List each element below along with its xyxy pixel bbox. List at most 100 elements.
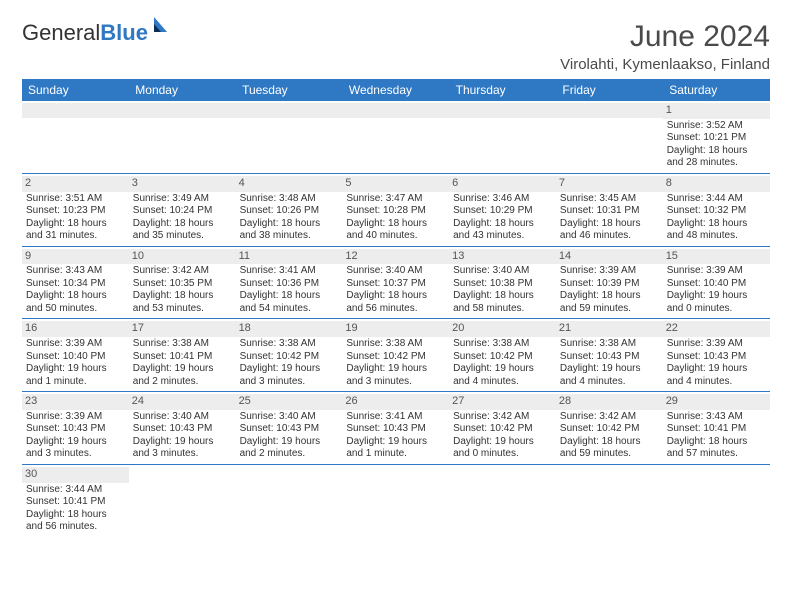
day-info-line: Sunset: 10:42 PM	[453, 351, 552, 364]
calendar-cell: 15Sunrise: 3:39 AMSunset: 10:40 PMDaylig…	[663, 246, 770, 319]
day-number: 4	[236, 176, 343, 192]
day-info-line: Sunrise: 3:52 AM	[667, 120, 766, 133]
day-info-line: Daylight: 18 hours	[453, 218, 552, 231]
day-info-line: Sunset: 10:40 PM	[26, 351, 125, 364]
calendar-row: 2Sunrise: 3:51 AMSunset: 10:23 PMDayligh…	[22, 173, 770, 246]
day-info-line: Sunrise: 3:41 AM	[346, 411, 445, 424]
day-info-line: Daylight: 18 hours	[453, 290, 552, 303]
day-info-line: Daylight: 19 hours	[453, 436, 552, 449]
day-info-line: Sunset: 10:39 PM	[560, 278, 659, 291]
day-info-line: and 58 minutes.	[453, 303, 552, 316]
day-info-line: Daylight: 19 hours	[346, 363, 445, 376]
day-info-line: Sunset: 10:41 PM	[667, 423, 766, 436]
day-info-line: Sunset: 10:43 PM	[26, 423, 125, 436]
calendar-cell: 27Sunrise: 3:42 AMSunset: 10:42 PMDaylig…	[449, 392, 556, 465]
calendar-cell	[236, 464, 343, 536]
day-number-empty	[22, 103, 129, 118]
location: Virolahti, Kymenlaakso, Finland	[560, 56, 770, 73]
day-number: 8	[663, 176, 770, 192]
day-info-line: Sunrise: 3:39 AM	[26, 411, 125, 424]
weekday-monday: Monday	[129, 79, 236, 101]
day-info-line: Daylight: 18 hours	[26, 290, 125, 303]
calendar-cell: 3Sunrise: 3:49 AMSunset: 10:24 PMDayligh…	[129, 173, 236, 246]
day-info-line: Daylight: 18 hours	[26, 509, 125, 522]
day-info-line: and 35 minutes.	[133, 230, 232, 243]
day-info-line: Daylight: 18 hours	[26, 218, 125, 231]
day-number: 2	[22, 176, 129, 192]
day-info-line: Daylight: 19 hours	[26, 363, 125, 376]
day-info-line: Sunset: 10:43 PM	[560, 351, 659, 364]
day-info-line: Sunrise: 3:40 AM	[346, 265, 445, 278]
day-info-line: Daylight: 18 hours	[346, 218, 445, 231]
weekday-friday: Friday	[556, 79, 663, 101]
day-info-line: Sunset: 10:43 PM	[667, 351, 766, 364]
day-info-line: Sunset: 10:42 PM	[453, 423, 552, 436]
calendar-cell	[129, 101, 236, 173]
day-number: 7	[556, 176, 663, 192]
page-title: June 2024	[560, 20, 770, 54]
logo-text-general: General	[22, 20, 100, 46]
day-info-line: Sunset: 10:21 PM	[667, 132, 766, 145]
day-info-line: and 43 minutes.	[453, 230, 552, 243]
day-number: 11	[236, 249, 343, 265]
day-number-empty	[342, 103, 449, 118]
day-info-line: Sunset: 10:26 PM	[240, 205, 339, 218]
calendar-cell: 11Sunrise: 3:41 AMSunset: 10:36 PMDaylig…	[236, 246, 343, 319]
day-info-line: Sunset: 10:43 PM	[240, 423, 339, 436]
day-info-line: Daylight: 18 hours	[240, 218, 339, 231]
logo-text-blue: Blue	[100, 20, 148, 46]
day-info-line: Sunrise: 3:43 AM	[667, 411, 766, 424]
day-info-line: Sunrise: 3:40 AM	[240, 411, 339, 424]
day-info-line: Sunset: 10:29 PM	[453, 205, 552, 218]
day-info-line: Sunrise: 3:44 AM	[667, 193, 766, 206]
day-info-line: and 46 minutes.	[560, 230, 659, 243]
day-info-line: Daylight: 18 hours	[133, 218, 232, 231]
day-info-line: Daylight: 18 hours	[667, 436, 766, 449]
day-number: 13	[449, 249, 556, 265]
day-info-line: Sunrise: 3:38 AM	[453, 338, 552, 351]
day-info-line: Sunset: 10:43 PM	[346, 423, 445, 436]
calendar-cell: 4Sunrise: 3:48 AMSunset: 10:26 PMDayligh…	[236, 173, 343, 246]
day-info-line: Daylight: 19 hours	[667, 290, 766, 303]
day-info-line: and 4 minutes.	[453, 376, 552, 389]
day-info-line: Sunrise: 3:38 AM	[560, 338, 659, 351]
day-number: 12	[342, 249, 449, 265]
day-info-line: and 40 minutes.	[346, 230, 445, 243]
calendar-cell: 25Sunrise: 3:40 AMSunset: 10:43 PMDaylig…	[236, 392, 343, 465]
day-info-line: Sunrise: 3:39 AM	[560, 265, 659, 278]
day-info-line: and 59 minutes.	[560, 448, 659, 461]
day-info-line: Daylight: 18 hours	[560, 436, 659, 449]
calendar-cell	[663, 464, 770, 536]
day-number: 16	[22, 321, 129, 337]
header: GeneralBlue June 2024 Virolahti, Kymenla…	[22, 20, 770, 73]
calendar-body: 1Sunrise: 3:52 AMSunset: 10:21 PMDayligh…	[22, 101, 770, 537]
day-info-line: Sunrise: 3:39 AM	[26, 338, 125, 351]
calendar-cell	[556, 101, 663, 173]
calendar-row: 16Sunrise: 3:39 AMSunset: 10:40 PMDaylig…	[22, 319, 770, 392]
day-info-line: Sunset: 10:41 PM	[26, 496, 125, 509]
day-info-line: Daylight: 18 hours	[667, 145, 766, 158]
day-info-line: Sunrise: 3:38 AM	[240, 338, 339, 351]
day-info-line: Sunset: 10:24 PM	[133, 205, 232, 218]
day-info-line: Sunrise: 3:42 AM	[453, 411, 552, 424]
day-info-line: and 1 minute.	[26, 376, 125, 389]
calendar-cell: 28Sunrise: 3:42 AMSunset: 10:42 PMDaylig…	[556, 392, 663, 465]
day-info-line: and 2 minutes.	[133, 376, 232, 389]
calendar-cell: 14Sunrise: 3:39 AMSunset: 10:39 PMDaylig…	[556, 246, 663, 319]
calendar-cell	[449, 464, 556, 536]
calendar-cell	[342, 464, 449, 536]
day-info-line: Sunrise: 3:48 AM	[240, 193, 339, 206]
calendar-cell: 12Sunrise: 3:40 AMSunset: 10:37 PMDaylig…	[342, 246, 449, 319]
calendar-cell	[236, 101, 343, 173]
day-info-line: and 3 minutes.	[346, 376, 445, 389]
title-block: June 2024 Virolahti, Kymenlaakso, Finlan…	[560, 20, 770, 73]
day-info-line: Sunset: 10:35 PM	[133, 278, 232, 291]
day-info-line: Sunset: 10:41 PM	[133, 351, 232, 364]
calendar-cell: 19Sunrise: 3:38 AMSunset: 10:42 PMDaylig…	[342, 319, 449, 392]
day-number-empty	[129, 103, 236, 118]
day-number: 29	[663, 394, 770, 410]
day-info-line: and 54 minutes.	[240, 303, 339, 316]
calendar-cell: 21Sunrise: 3:38 AMSunset: 10:43 PMDaylig…	[556, 319, 663, 392]
day-info-line: Sunset: 10:42 PM	[560, 423, 659, 436]
day-info-line: Sunset: 10:40 PM	[667, 278, 766, 291]
